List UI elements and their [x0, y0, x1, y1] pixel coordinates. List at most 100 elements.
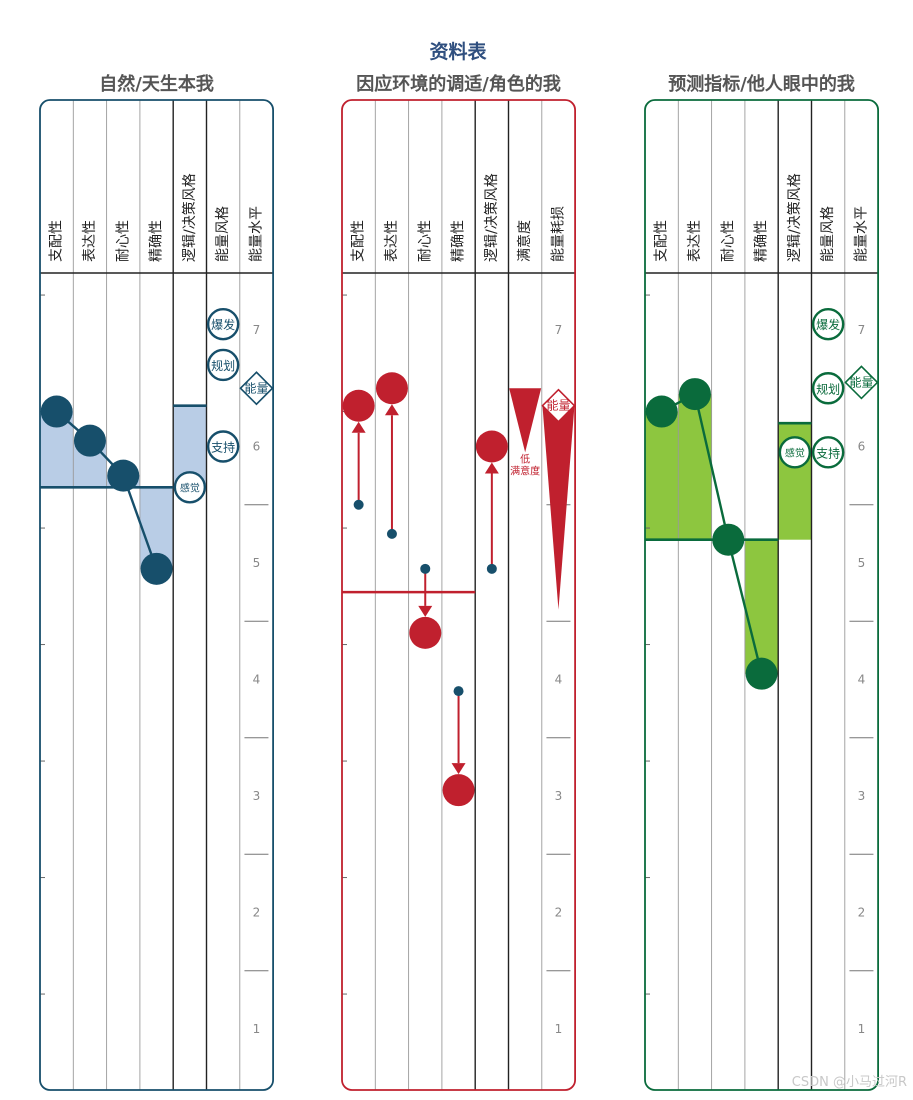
energy-style-badge [811, 307, 845, 341]
column-header: 精确性 [149, 220, 165, 262]
scale-tick-label: 2 [858, 906, 866, 920]
column-header: 能量水平 [853, 206, 869, 262]
sense-badge-label: 感觉 [785, 446, 805, 459]
trait-point [73, 424, 106, 457]
sense-badge-label: 感觉 [180, 481, 200, 494]
scale-tick-label: 3 [858, 789, 866, 803]
column-header: 能量风格 [820, 206, 836, 262]
main-title: 资料表 [429, 40, 487, 63]
energy-style-label: 爆发 [816, 317, 840, 332]
shift-origin-dot [453, 686, 464, 697]
column-header: 表达性 [687, 220, 703, 262]
energy-level-marker [239, 371, 274, 406]
column-header: 能量水平 [248, 206, 264, 262]
energy-style-label: 规划 [816, 381, 840, 396]
column-header: 支配性 [49, 220, 65, 262]
shift-origin-dot [420, 563, 431, 574]
energy-drain-diamond [541, 388, 576, 423]
column-header: 支配性 [654, 220, 670, 262]
column-header: 表达性 [82, 220, 98, 262]
energy-style-label: 支持 [816, 445, 840, 460]
profile-line [661, 392, 763, 674]
energy-level-label: 能量 [244, 381, 268, 395]
panel-frame [644, 99, 880, 1091]
shift-target-point [409, 616, 442, 649]
scale-tick-label: 1 [253, 1022, 261, 1036]
energy-level-marker [844, 365, 879, 400]
column-header: 表达性 [384, 220, 400, 262]
scale-tick-label: 1 [555, 1022, 563, 1036]
shift-arrow-head [351, 421, 366, 433]
column-header: 能量耗损 [550, 206, 566, 262]
satisfaction-label: 满意度 [510, 464, 540, 477]
shift-target-point [475, 430, 508, 463]
energy-style-badge [206, 307, 240, 341]
energy-level-label: 能量 [849, 375, 873, 389]
column-header: 能量风格 [215, 206, 231, 262]
shift-target-point [342, 389, 375, 422]
energy-drain-marker [542, 405, 575, 610]
shift-arrow-head [418, 605, 433, 617]
panel-frame [39, 99, 275, 1091]
scale-tick-label: 6 [253, 440, 261, 454]
panel-title: 预测指标/他人眼中的我 [668, 73, 855, 95]
sense-badge [173, 471, 207, 504]
scale-tick-label: 2 [253, 906, 261, 920]
shift-arrow-head [484, 462, 499, 474]
scale-tick-label: 5 [858, 556, 866, 570]
trait-point [712, 523, 745, 556]
column-header: 耐心性 [417, 220, 433, 262]
scale-tick-label: 4 [555, 673, 563, 687]
energy-style-label: 规划 [211, 358, 235, 373]
column-header: 逻辑/决策风格 [483, 173, 500, 262]
energy-style-badge [206, 430, 240, 463]
scale-tick-label: 6 [858, 440, 866, 454]
trait-point [745, 657, 778, 690]
trait-point [107, 459, 140, 492]
shift-origin-dot [486, 563, 497, 574]
trait-point [678, 378, 711, 411]
scale-tick-label: 5 [253, 556, 261, 570]
shift-arrow-head [384, 404, 399, 416]
energy-drain-label: 能量 [546, 399, 570, 413]
scale-tick-label: 4 [858, 673, 866, 687]
energy-style-badge [811, 372, 845, 405]
scale-tick-label: 4 [253, 673, 261, 687]
scale-tick-label: 7 [858, 323, 866, 337]
panel-title: 自然/天生本我 [99, 73, 214, 95]
satisfaction-marker [509, 388, 542, 453]
shift-target-point [442, 774, 475, 807]
trait-bar-fill [678, 394, 712, 540]
trait-point [140, 552, 173, 585]
column-header: 耐心性 [720, 220, 736, 262]
trait-point [645, 395, 678, 428]
energy-style-badge [206, 348, 240, 382]
trait-bar-fill [744, 539, 779, 674]
shift-origin-dot [386, 528, 397, 539]
energy-style-label: 支持 [211, 440, 235, 455]
column-header: 精确性 [754, 220, 770, 262]
scale-tick-label: 3 [555, 789, 563, 803]
column-header: 逻辑/决策风格 [786, 173, 803, 262]
panel-frame [341, 99, 577, 1091]
scale-tick-label: 3 [253, 789, 261, 803]
trait-point [40, 395, 73, 428]
profile-line [55, 410, 158, 570]
shift-origin-dot [353, 499, 364, 510]
scale-tick-label: 7 [253, 323, 261, 337]
column-header: 耐心性 [115, 220, 131, 262]
column-header: 支配性 [351, 220, 367, 262]
column-header: 精确性 [451, 220, 467, 262]
column-header: 逻辑/决策风格 [181, 173, 198, 262]
watermark: CSDN @小马过河R [791, 1075, 907, 1090]
scale-tick-label: 2 [555, 906, 563, 920]
satisfaction-label: 低 [520, 452, 530, 465]
scale-tick-label: 7 [555, 323, 563, 337]
sense-badge [778, 436, 812, 469]
energy-style-label: 爆发 [211, 317, 235, 332]
